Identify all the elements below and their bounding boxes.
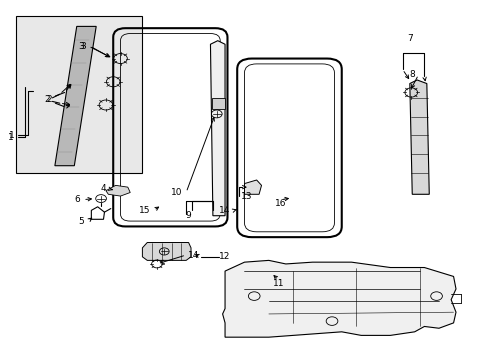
Text: 2: 2 [45,95,50,104]
Text: 3: 3 [79,41,84,50]
Text: 11: 11 [272,279,284,288]
Text: 1: 1 [9,131,15,140]
Polygon shape [244,180,261,194]
Text: 3: 3 [80,41,86,50]
Text: 2: 2 [46,95,52,104]
Text: 16: 16 [275,199,286,208]
Polygon shape [106,185,130,196]
Text: 12: 12 [219,252,230,261]
Text: 4: 4 [101,184,106,193]
Polygon shape [210,41,224,216]
Polygon shape [222,260,455,337]
Text: 5: 5 [79,217,84,226]
Text: 8: 8 [408,70,414,79]
Polygon shape [55,26,96,166]
Polygon shape [409,80,428,194]
Polygon shape [142,243,191,260]
Text: 7: 7 [406,35,412,44]
Polygon shape [211,98,224,109]
Text: 10: 10 [170,188,182,197]
Text: 6: 6 [74,195,80,204]
Text: 14: 14 [187,251,199,260]
Text: 13: 13 [241,192,252,201]
Text: 14: 14 [219,206,230,215]
Text: 9: 9 [185,211,191,220]
Text: 1: 1 [8,132,14,141]
FancyBboxPatch shape [16,16,142,173]
Text: 15: 15 [139,206,150,215]
